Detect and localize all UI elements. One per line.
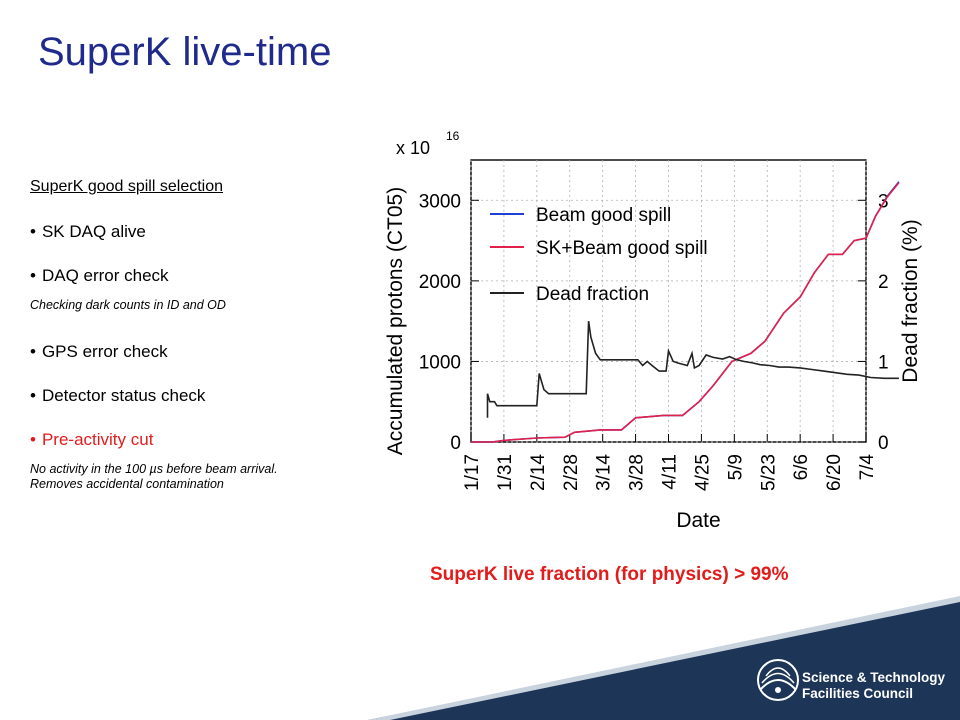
legend-label: Dead fraction [536,284,649,305]
stfc-logo-icon [757,659,799,701]
slide-title: SuperK live-time [38,30,332,74]
x-tick-label: 3/28 [627,454,648,491]
x-tick-label: 6/6 [791,454,812,480]
y-tick-label: 1000 [419,352,461,373]
x-tick-label: 7/4 [857,454,878,481]
y-multiplier-label: x 10 [396,138,430,158]
selection-criteria: SuperK good spill selection SK DAQ alive… [30,178,360,492]
note-pre-activity: No activity in the 100 µs before beam ar… [30,462,360,492]
x-tick-label: 3/14 [594,454,615,491]
stfc-logo-text: Science & Technology Facilities Council [802,670,945,702]
bullet-sk-daq-alive: SK DAQ alive [30,222,360,242]
y-multiplier-exponent: 16 [446,129,460,143]
bullet-daq-error-check: DAQ error check [30,266,360,286]
series-line [471,182,900,443]
y-tick-label: 0 [450,433,461,454]
y-axis-title: Accumulated protons (CT05) [384,187,407,455]
x-axis-title: Date [676,509,720,532]
live-fraction-caption: SuperK live fraction (for physics) > 99% [430,564,789,585]
y-right-tick-label: 2 [878,272,889,293]
legend-label: Beam good spill [536,205,671,226]
y-tick-label: 2000 [419,272,461,293]
legend-label: SK+Beam good spill [536,238,708,259]
x-tick-label: 5/23 [758,454,779,491]
y-right-tick-label: 1 [878,352,889,373]
y-right-tick-label: 0 [878,433,889,454]
y-tick-label: 3000 [419,191,461,212]
series-line [486,320,899,418]
x-tick-label: 1/17 [462,454,483,491]
live-time-chart: 1/17 1/31 2/14 2/28 3/14 3/28 4/11 4/25 5/9 5/23 6… [384,129,922,532]
x-tick-label: 6/20 [824,454,845,491]
x-tick-label: 4/11 [660,454,681,490]
logo-line1: Science & Technology [802,670,946,685]
x-tick-label: 1/31 [495,454,516,491]
y-right-axis-title: Dead fraction (%) [899,219,922,382]
note-daq-error: Checking dark counts in ID and OD [30,298,226,312]
x-tick-label: 4/25 [692,454,713,491]
bullet-gps-error-check: GPS error check [30,342,360,362]
bullet-pre-activity-cut: Pre-activity cut [30,430,360,450]
x-tick-label: 2/28 [561,454,582,491]
section-heading: SuperK good spill selection [30,178,224,195]
footer-swoosh [368,596,960,720]
x-tick-label: 2/14 [528,454,549,491]
note-pre-activity-line2: Removes accidental contamination [30,477,224,491]
bullet-detector-status-check: Detector status check [30,386,360,406]
x-tick-label: 5/9 [725,454,746,480]
logo-line2: Facilities Council [802,686,914,701]
note-pre-activity-line1: No activity in the 100 µs before beam ar… [30,462,278,476]
